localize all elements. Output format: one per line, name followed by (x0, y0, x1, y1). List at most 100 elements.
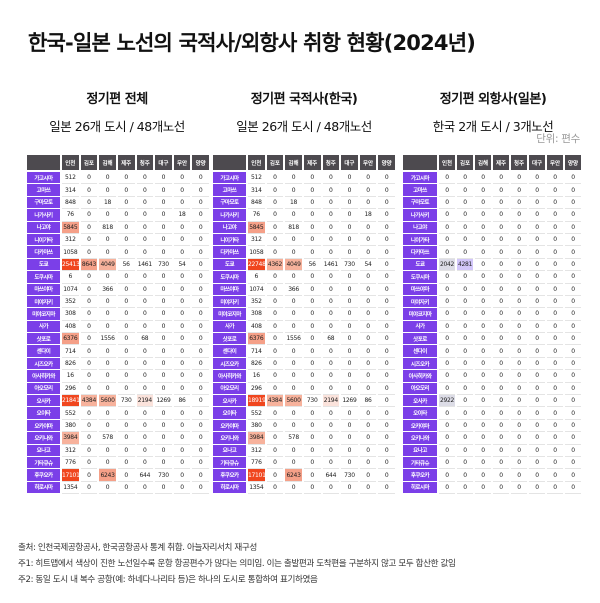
heat-cell: 0 (266, 432, 284, 445)
heat-cell: 0 (565, 172, 581, 185)
heat-cell: 578 (99, 432, 116, 445)
table-row: 시즈오카 826 0 0 0 0 0 0 0 (27, 357, 209, 371)
heat-cell: 0 (341, 445, 358, 457)
heat-cell: 0 (439, 296, 455, 309)
heat-cell: 0 (285, 296, 302, 309)
column-header: 김해 (99, 155, 116, 172)
heat-cell: 0 (192, 333, 209, 346)
row-label: 시즈오카 (213, 357, 246, 371)
heat-cell: 0 (266, 370, 284, 383)
heat-cell: 0 (457, 345, 473, 358)
heat-cell: 0 (155, 407, 172, 420)
heat-cell: 0 (303, 358, 321, 371)
heat-cell: 1074 (62, 284, 79, 296)
heat-cell: 0 (322, 321, 340, 334)
heat-cell: 0 (529, 345, 545, 358)
row-label: 나고야 (213, 221, 246, 234)
heat-cell: 0 (155, 222, 172, 234)
heat-cell: 0 (547, 407, 563, 420)
heat-cell: 25413 (62, 258, 80, 272)
heat-cell: 0 (529, 259, 545, 272)
heat-cell: 0 (493, 445, 509, 457)
heat-cell: 0 (303, 197, 321, 210)
heat-cell: 0 (117, 432, 135, 445)
heat-cell: 0 (192, 184, 209, 197)
heat-cell: 0 (117, 420, 135, 433)
heat-cell: 0 (493, 333, 509, 346)
heat-cell: 1269 (341, 395, 358, 408)
heat-cell: 0 (192, 209, 209, 222)
heat-cell: 0 (378, 345, 395, 358)
row-label: 고마쓰 (213, 184, 246, 197)
heat-cell: 0 (475, 321, 491, 334)
heat-cell: 0 (439, 222, 455, 234)
column-header: 제주 (493, 155, 509, 172)
heat-cell: 0 (439, 432, 455, 445)
row-label: 오카야마 (403, 419, 437, 433)
heat-cell: 0 (457, 469, 473, 482)
heat-cell: 1556 (99, 333, 116, 346)
column-header: 무안 (359, 155, 377, 172)
column-header: 대구 (341, 155, 358, 172)
heat-cell: 0 (322, 358, 340, 371)
heat-cell: 0 (285, 370, 302, 383)
heat-cell: 0 (155, 246, 172, 259)
heat-cell: 0 (99, 420, 116, 433)
heat-cell: 0 (547, 172, 563, 185)
row-label: 오카야마 (27, 419, 60, 433)
column-header: 양양 (565, 155, 581, 172)
row-label: 오카야마 (213, 419, 246, 433)
heat-cell: 0 (266, 172, 284, 185)
table-row: 고마쓰 314 0 0 0 0 0 0 0 (27, 184, 209, 197)
heat-cell: 0 (80, 358, 98, 371)
heat-cell: 352 (248, 296, 265, 309)
heat-cell: 0 (378, 284, 395, 296)
heat-cell: 0 (136, 383, 154, 396)
heat-cell: 0 (439, 333, 455, 346)
heat-cell: 21841 (62, 395, 80, 408)
table-row: 아사히카와 16 0 0 0 0 0 0 0 (213, 370, 395, 383)
heat-cell: 0 (192, 259, 209, 272)
heat-cell: 0 (285, 457, 302, 470)
heat-cell: 0 (457, 209, 473, 222)
heat-cell: 0 (565, 296, 581, 309)
table-row: 후쿠오카 17101 0 6243 0 644 730 0 0 (27, 469, 209, 482)
heat-cell: 0 (173, 420, 191, 433)
heat-cell: 0 (547, 395, 563, 408)
heat-cell: 0 (529, 197, 545, 210)
heat-cell: 0 (457, 333, 473, 346)
heat-cell: 0 (155, 271, 172, 284)
heat-cell: 0 (547, 445, 563, 457)
heat-cell: 0 (80, 345, 98, 358)
heat-cell: 0 (359, 407, 377, 420)
row-label: 센다이 (403, 345, 437, 358)
heat-cell: 0 (322, 432, 340, 445)
heat-cell: 0 (475, 482, 491, 495)
heat-cell: 0 (493, 457, 509, 470)
heat-cell: 0 (117, 246, 135, 259)
heat-cell: 0 (565, 222, 581, 234)
heat-cell: 0 (136, 370, 154, 383)
column-header: 김포 (80, 155, 98, 172)
heat-cell: 17101 (62, 469, 80, 482)
heat-cell: 0 (136, 222, 154, 234)
heat-cell: 0 (457, 172, 473, 185)
heat-cell: 714 (62, 345, 79, 358)
heat-cell: 0 (341, 383, 358, 396)
heat-cell: 0 (80, 197, 98, 210)
heat-cell: 0 (192, 197, 209, 210)
heat-cell: 0 (475, 333, 491, 346)
heat-cell: 730 (155, 469, 172, 482)
heat-cell: 0 (322, 383, 340, 396)
corner-cell (27, 155, 60, 172)
heat-cell: 0 (322, 222, 340, 234)
row-label: 오사카 (213, 395, 246, 408)
heat-cell: 0 (547, 222, 563, 234)
heat-cell: 0 (117, 222, 135, 234)
heat-cell: 0 (99, 407, 116, 420)
heat-cell: 0 (529, 482, 545, 495)
row-label: 구마모토 (27, 196, 60, 210)
heat-cell: 0 (80, 407, 98, 420)
heat-cell: 68 (136, 333, 154, 346)
heat-cell: 552 (62, 407, 79, 420)
